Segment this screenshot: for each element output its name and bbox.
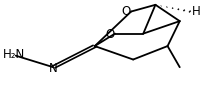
Text: O: O: [105, 28, 114, 41]
Text: H₂N: H₂N: [3, 48, 25, 61]
Text: O: O: [121, 5, 131, 18]
Text: N: N: [49, 62, 58, 75]
Text: H: H: [192, 5, 201, 18]
